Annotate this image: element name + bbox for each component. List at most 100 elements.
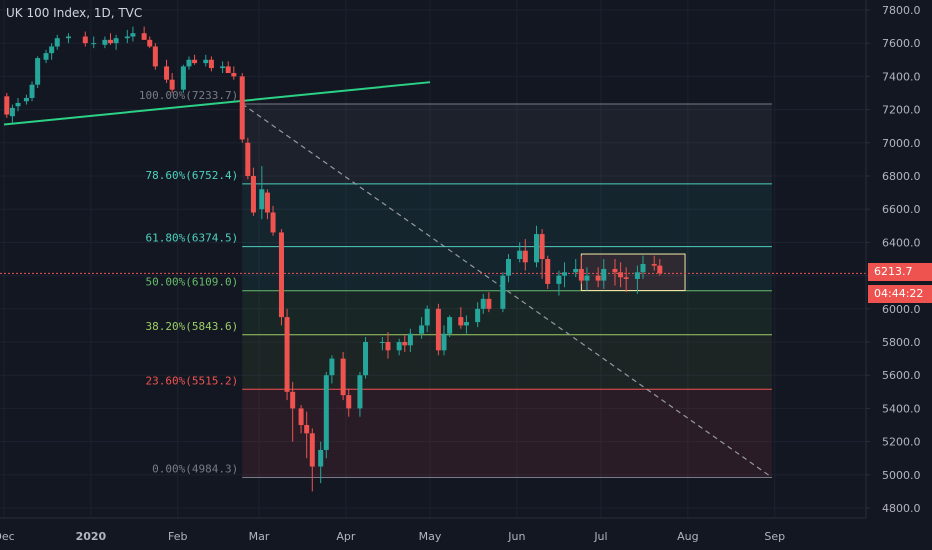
y-tick-label: 5400.0	[882, 402, 921, 415]
candle-body	[486, 298, 492, 309]
fib-trend-line	[241, 103, 773, 478]
candle-body	[65, 36, 71, 39]
candle-body	[458, 317, 464, 326]
candle-body	[623, 277, 629, 279]
y-tick-label: 7600.0	[882, 37, 921, 50]
x-tick-label: Jun	[507, 530, 525, 543]
candle-body	[270, 212, 276, 233]
candle-body	[192, 59, 198, 64]
candle-body	[147, 39, 153, 47]
x-tick-label: Apr	[336, 530, 356, 543]
candle-body	[82, 36, 88, 44]
candle-body	[91, 43, 97, 45]
candle-body	[323, 375, 329, 450]
fib-level-label: 38.20%(5843.6)	[146, 320, 239, 333]
y-tick-label: 7800.0	[882, 4, 921, 17]
candlesticks	[4, 26, 663, 492]
candle-body	[102, 39, 108, 45]
candle-body	[584, 275, 590, 281]
y-tick-label: 5000.0	[882, 469, 921, 482]
price-axis: 7800.0 7600.0 7400.0 7200.0 7000.0 6800.0 6600…	[865, 0, 921, 518]
candle-body	[522, 250, 528, 263]
fib-zone	[242, 389, 772, 478]
y-tick-label: 6000.0	[882, 303, 921, 316]
candle-body	[29, 84, 35, 98]
consolidation-box	[580, 253, 686, 292]
y-tick-label: 7400.0	[882, 70, 921, 83]
x-tick-label: Dec	[0, 530, 15, 543]
candle-body	[363, 342, 369, 376]
candle-body	[220, 66, 226, 69]
fib-level-label: 0.00%(4984.3)	[152, 462, 238, 475]
candle-body	[4, 96, 10, 115]
y-tick-label: 6600.0	[882, 203, 921, 216]
y-tick-label: 7000.0	[882, 137, 921, 150]
fib-level-label: 50.00%(6109.0)	[146, 276, 239, 289]
candle-body	[385, 342, 391, 351]
candle-body	[124, 36, 130, 39]
candle-body	[264, 192, 270, 213]
candle-body	[284, 317, 290, 392]
candle-body	[23, 97, 29, 102]
candle-body	[180, 66, 186, 90]
candle-body	[578, 268, 584, 281]
candle-body	[169, 79, 175, 90]
x-tick-label: Feb	[168, 530, 187, 543]
candle-body	[505, 259, 511, 276]
trendline	[3, 81, 431, 126]
candle-body	[480, 298, 486, 309]
fib-zone	[242, 334, 772, 390]
candle-body	[54, 38, 60, 47]
candle-body	[556, 275, 562, 284]
y-tick-label: 7200.0	[882, 104, 921, 117]
fib-zone	[242, 290, 772, 335]
candle-body	[601, 268, 607, 281]
y-tick-label: 6400.0	[882, 236, 921, 249]
candle-body	[245, 142, 251, 176]
candle-body	[534, 234, 539, 263]
candle-body	[562, 272, 568, 276]
last-price-tag: 6213.7	[868, 263, 932, 281]
candle-body	[379, 342, 385, 344]
y-tick-label: 5800.0	[882, 336, 921, 349]
candle-body	[130, 33, 136, 37]
candle-body	[43, 53, 49, 60]
candle-body	[208, 59, 214, 69]
candle-body	[340, 358, 346, 396]
y-tick-label: 4800.0	[882, 502, 921, 515]
candle-body	[259, 189, 265, 210]
fib-zone	[242, 183, 772, 247]
candle-body	[402, 342, 408, 346]
x-tick-label: Aug	[677, 530, 698, 543]
fib-level-label: 61.80%(6374.5)	[146, 232, 239, 245]
x-tick-label: Sep	[764, 530, 785, 543]
x-tick-label: May	[419, 530, 442, 543]
candle-body	[290, 391, 296, 409]
candle-body	[612, 268, 618, 273]
time-axis: Dec 2020 Feb Mar Apr May Jun Jul Aug Sep	[0, 517, 866, 543]
candle-body	[634, 272, 640, 279]
candle-body	[35, 58, 41, 85]
y-tick-label: 5200.0	[882, 436, 921, 449]
candle-body	[186, 59, 192, 67]
fib-level-label: 100.00%(7233.7)	[139, 89, 238, 102]
candle-body	[595, 275, 601, 281]
candle-body	[618, 272, 624, 278]
candle-body	[15, 102, 21, 107]
candle-body	[407, 333, 413, 346]
candle-body	[573, 268, 579, 273]
candle-body	[424, 308, 430, 326]
candle-body	[239, 76, 245, 140]
candle-body	[298, 408, 304, 426]
fib-level-label: 23.60%(5515.2)	[146, 374, 239, 387]
candle-body	[164, 66, 170, 80]
candle-body	[231, 73, 237, 77]
candle-body	[309, 433, 315, 467]
y-tick-label: 5600.0	[882, 369, 921, 382]
chart-title: UK 100 Index, 1D, TVC	[6, 6, 143, 20]
candle-body	[500, 275, 506, 309]
candle-body	[278, 232, 284, 318]
x-tick-label: Mar	[249, 530, 270, 543]
candle-body	[651, 263, 657, 266]
